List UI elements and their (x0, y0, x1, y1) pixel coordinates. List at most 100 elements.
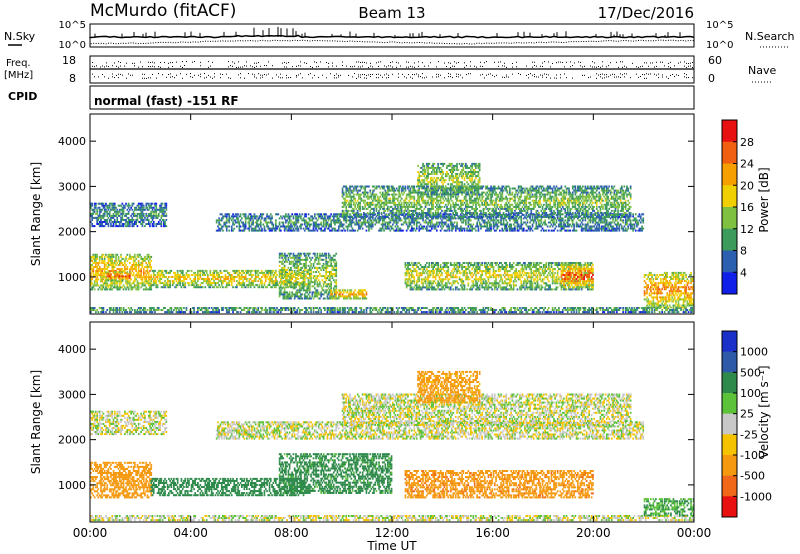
echo-cell (545, 270, 548, 273)
echo-cell (330, 293, 332, 296)
echo-cell (405, 286, 408, 289)
nave-dot (264, 65, 265, 67)
echo-cell (438, 278, 441, 281)
echo-cell (288, 273, 291, 275)
echo-cell (628, 307, 631, 309)
echo-cell (517, 274, 520, 277)
echo-cell (207, 311, 209, 314)
echo-cell (345, 291, 348, 294)
echo-cell (124, 311, 126, 314)
echo-cell (120, 255, 122, 258)
nave-dot (516, 66, 517, 68)
echo-cell (129, 257, 131, 260)
nave-dot (602, 77, 603, 79)
echo-cell (530, 274, 533, 277)
echo-cell (570, 274, 573, 277)
echo-cell (529, 262, 531, 264)
echo-cell (351, 311, 354, 314)
nave-dot (458, 76, 459, 78)
echo-cell (530, 272, 533, 275)
echo-cell (273, 286, 276, 289)
echo-cell (548, 268, 550, 271)
echo-cell (555, 262, 558, 264)
echo-cell (453, 264, 456, 266)
echo-cell (564, 286, 567, 289)
echo-cell (135, 257, 137, 260)
echo-cell (271, 286, 273, 289)
echo-cell (666, 276, 668, 278)
echo-cell (212, 311, 214, 314)
echo-cell (90, 274, 92, 277)
echo-cell (293, 293, 296, 296)
echo-cell (584, 272, 587, 275)
echo-cell (633, 311, 636, 314)
echo-cell (658, 274, 661, 276)
echo-cell (507, 282, 510, 285)
echo-cell (297, 291, 300, 294)
echo-cell (330, 287, 332, 290)
echo-cell (137, 276, 140, 279)
echo-cell (560, 282, 563, 285)
echo-cell (530, 288, 533, 291)
echo-cell (288, 279, 291, 282)
echo-cell (409, 268, 412, 271)
echo-cell (350, 291, 353, 294)
echo-cell (344, 311, 346, 314)
echo-cell (638, 307, 641, 309)
echo-cell (412, 270, 414, 273)
echo-cell (449, 288, 452, 291)
echo-cell (519, 270, 521, 273)
echo-cell (652, 306, 655, 309)
echo-cell (559, 264, 562, 266)
echo-cell (380, 311, 383, 314)
echo-cell (126, 259, 129, 262)
echo-cell (199, 274, 202, 276)
echo-cell (568, 284, 570, 287)
echo-cell (387, 311, 389, 314)
nave-dot (584, 74, 585, 76)
echo-cell (418, 262, 421, 264)
echo-cell (433, 307, 436, 309)
echo-cell (354, 309, 356, 311)
echo-cell (370, 311, 373, 314)
echo-cell (197, 269, 199, 272)
echo-cell (448, 286, 451, 289)
nave-dot (418, 74, 419, 76)
echo-cell (286, 254, 288, 257)
echo-cell (210, 282, 213, 285)
echo-cell (247, 269, 249, 272)
echo-cell (510, 309, 512, 311)
echo-cell (120, 278, 122, 281)
echo-cell (463, 274, 466, 277)
nave-dot (118, 77, 119, 79)
echo-cell (491, 274, 494, 277)
echo-cell (658, 296, 661, 299)
nave-dot (106, 62, 107, 64)
echo-cell (590, 311, 593, 314)
echo-cell (152, 274, 155, 276)
echo-cell (166, 271, 169, 274)
echo-cell (125, 272, 127, 275)
echo-cell (134, 309, 136, 311)
echo-cell (136, 274, 139, 277)
echo-cell (522, 262, 525, 264)
echo-cell (126, 268, 129, 271)
echo-cell (281, 262, 283, 265)
echo-cell (236, 307, 238, 309)
nave-dot (228, 66, 229, 68)
echo-cell (507, 278, 510, 281)
echo-cell (475, 309, 477, 311)
echo-cell (651, 292, 653, 295)
nave-dot (366, 62, 367, 64)
echo-cell (580, 286, 583, 289)
echo-cell (471, 309, 473, 311)
echo-cell (197, 284, 199, 287)
echo-cell (504, 280, 506, 283)
echo-cell (268, 276, 271, 278)
echo-cell (278, 273, 281, 275)
echo-cell (193, 280, 195, 283)
echo-cell (538, 270, 540, 273)
echo-cell (303, 264, 306, 267)
echo-cell (624, 311, 627, 314)
echo-cell (578, 264, 580, 266)
